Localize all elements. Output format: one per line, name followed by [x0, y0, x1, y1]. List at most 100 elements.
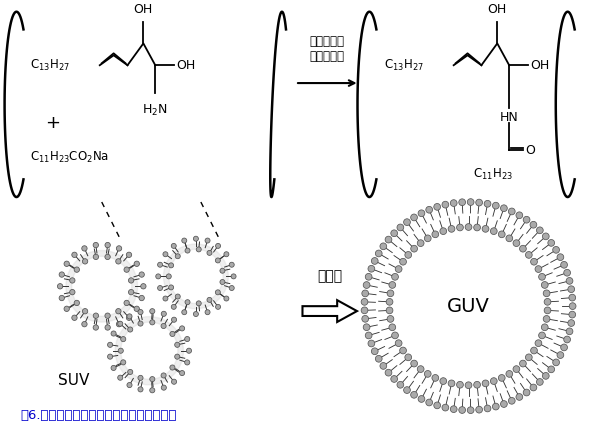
Circle shape	[490, 378, 497, 385]
Text: GUV: GUV	[447, 296, 490, 316]
Circle shape	[175, 354, 180, 359]
Circle shape	[231, 274, 236, 279]
Circle shape	[93, 254, 98, 260]
Circle shape	[172, 379, 176, 384]
Circle shape	[72, 315, 77, 320]
Circle shape	[387, 290, 394, 297]
Circle shape	[64, 306, 70, 312]
Circle shape	[391, 230, 398, 237]
Circle shape	[163, 252, 168, 257]
Circle shape	[541, 324, 548, 331]
Text: $\mathregular{C_{13}H_{27}}$: $\mathregular{C_{13}H_{27}}$	[384, 58, 424, 73]
Circle shape	[476, 199, 482, 206]
Circle shape	[553, 359, 559, 366]
Circle shape	[139, 272, 145, 277]
Circle shape	[385, 369, 392, 376]
Text: O: O	[525, 144, 535, 157]
Circle shape	[196, 301, 201, 306]
Circle shape	[118, 375, 123, 380]
Circle shape	[169, 285, 173, 290]
Circle shape	[417, 366, 424, 372]
Circle shape	[150, 377, 155, 381]
Circle shape	[138, 321, 143, 326]
Circle shape	[457, 224, 463, 231]
Circle shape	[457, 381, 463, 388]
Circle shape	[376, 250, 382, 257]
Circle shape	[229, 262, 234, 267]
Circle shape	[568, 286, 575, 293]
Circle shape	[193, 236, 199, 241]
Circle shape	[391, 375, 398, 382]
Circle shape	[395, 266, 402, 273]
Circle shape	[535, 340, 542, 347]
Circle shape	[557, 254, 564, 260]
Circle shape	[70, 278, 75, 283]
Text: $\mathregular{H_2N}$: $\mathregular{H_2N}$	[142, 103, 168, 118]
Circle shape	[229, 286, 234, 290]
Circle shape	[365, 332, 372, 339]
Circle shape	[523, 216, 530, 223]
Circle shape	[386, 299, 393, 305]
Circle shape	[560, 261, 568, 268]
Circle shape	[473, 381, 481, 388]
Circle shape	[418, 210, 425, 217]
Circle shape	[74, 259, 130, 314]
Circle shape	[363, 282, 370, 289]
Circle shape	[220, 279, 225, 285]
Text: 図6.　膜内でのセラミド合成による膜融合: 図6. 膜内でのセラミド合成による膜融合	[20, 409, 177, 422]
Circle shape	[74, 267, 79, 272]
Circle shape	[169, 263, 173, 268]
Circle shape	[397, 224, 404, 231]
Circle shape	[161, 373, 166, 378]
Circle shape	[118, 321, 123, 326]
Circle shape	[400, 347, 406, 354]
Circle shape	[127, 252, 131, 257]
Circle shape	[523, 389, 530, 396]
Circle shape	[448, 226, 455, 232]
Circle shape	[426, 207, 433, 213]
Circle shape	[541, 282, 548, 288]
Circle shape	[116, 259, 121, 264]
Circle shape	[500, 401, 507, 408]
Circle shape	[548, 366, 554, 373]
Circle shape	[156, 274, 161, 279]
Circle shape	[434, 402, 440, 409]
Circle shape	[564, 270, 571, 276]
Circle shape	[569, 311, 575, 318]
Circle shape	[182, 310, 187, 315]
Circle shape	[193, 312, 199, 316]
Circle shape	[542, 372, 549, 379]
Circle shape	[128, 278, 134, 283]
Circle shape	[93, 313, 98, 319]
Circle shape	[386, 307, 393, 314]
Circle shape	[64, 261, 70, 266]
Circle shape	[539, 273, 545, 280]
Circle shape	[134, 261, 139, 266]
Circle shape	[380, 243, 387, 250]
Text: $\mathregular{C_{11}H_{23}}$: $\mathregular{C_{11}H_{23}}$	[473, 168, 513, 182]
Circle shape	[111, 365, 116, 371]
Circle shape	[424, 235, 431, 242]
Circle shape	[150, 309, 155, 314]
Circle shape	[553, 247, 559, 253]
Circle shape	[459, 199, 466, 206]
Circle shape	[124, 300, 130, 306]
Circle shape	[411, 360, 418, 367]
Text: SUV: SUV	[58, 373, 89, 388]
Circle shape	[224, 296, 229, 301]
Circle shape	[205, 238, 210, 243]
Circle shape	[418, 395, 425, 402]
Circle shape	[557, 352, 564, 358]
Circle shape	[385, 236, 392, 243]
Text: $\mathregular{C_{13}H_{27}}$: $\mathregular{C_{13}H_{27}}$	[31, 58, 70, 73]
Circle shape	[411, 245, 418, 252]
Circle shape	[59, 296, 64, 301]
Circle shape	[530, 258, 538, 265]
Circle shape	[59, 272, 64, 277]
Circle shape	[128, 289, 134, 295]
Circle shape	[392, 332, 398, 339]
Circle shape	[566, 328, 573, 335]
Circle shape	[376, 355, 382, 362]
Circle shape	[544, 307, 551, 314]
Circle shape	[361, 299, 368, 305]
